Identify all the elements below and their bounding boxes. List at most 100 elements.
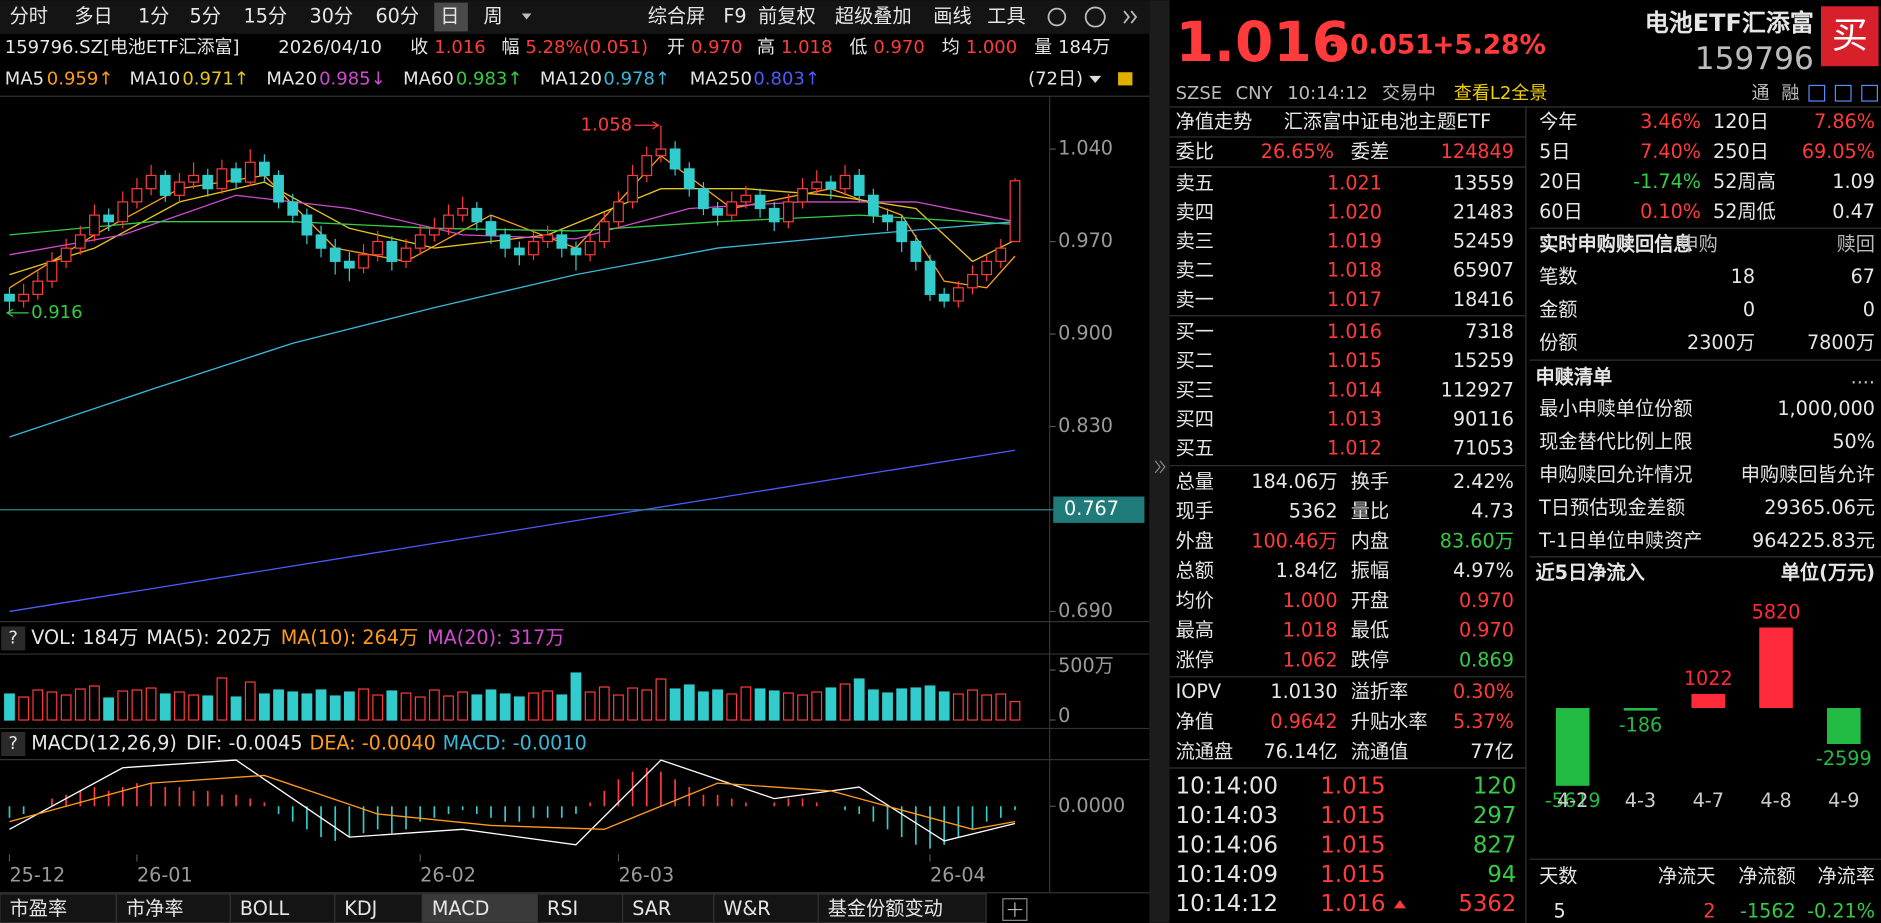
volume-bar	[712, 689, 723, 721]
candle-body	[443, 214, 454, 229]
tool-button[interactable]: 画线	[933, 5, 971, 28]
header-icon[interactable]	[1861, 84, 1879, 102]
change-pct: +5.28%	[1432, 30, 1546, 60]
tool-button[interactable]: 前复权	[758, 5, 816, 28]
indicator-tab[interactable]: W&R	[723, 897, 770, 920]
period-tab[interactable]: 周	[483, 5, 502, 28]
value: 2.42%	[1453, 470, 1514, 493]
indicator-tab[interactable]: 市净率	[126, 897, 184, 920]
l2-link[interactable]: 查看L2全景	[1454, 83, 1547, 104]
label: T-1日单位申赎资产	[1538, 529, 1702, 552]
more-icon[interactable]	[1123, 10, 1130, 24]
tab-bg	[713, 893, 819, 923]
more-icon[interactable]	[1130, 10, 1138, 24]
period-tab[interactable]: 30分	[310, 5, 354, 28]
x-tick-label: 4-7	[1693, 789, 1724, 812]
period-tab[interactable]: 5分	[190, 5, 221, 28]
macd-header: MACD(12,26,9)	[31, 732, 177, 755]
ma-value: 0.983↑	[456, 68, 523, 89]
quote-value: 1.018	[781, 37, 833, 58]
help-icon[interactable]: ?	[8, 733, 18, 754]
candle-body	[428, 227, 440, 236]
period-tab[interactable]: 60分	[375, 5, 419, 28]
period-label[interactable]: (72日)	[1028, 68, 1083, 89]
volume-bar	[556, 694, 568, 721]
period-tab[interactable]: 分时	[10, 5, 48, 28]
label: 总量	[1176, 470, 1214, 493]
quote-value: 0.970	[873, 37, 925, 58]
help-icon[interactable]: ?	[8, 627, 18, 648]
help-icon[interactable]	[1084, 6, 1106, 28]
indicator-tab[interactable]: RSI	[547, 897, 578, 920]
annotation-arrow	[5, 308, 29, 317]
tool-button[interactable]: 超级叠加	[835, 5, 912, 28]
volume-bar	[995, 693, 1007, 721]
summary-value: 5	[1554, 899, 1566, 922]
buy-button[interactable]	[1821, 6, 1879, 67]
ma-value: 0.985↓	[319, 68, 386, 89]
indicator-tab[interactable]: KDJ	[344, 897, 377, 920]
tab-bg	[229, 893, 336, 923]
fund-code: 159796	[1695, 41, 1814, 77]
flow-bar	[1555, 708, 1590, 786]
level-label: 买四	[1176, 407, 1214, 430]
tool-button[interactable]: F9	[723, 5, 746, 28]
tool-button[interactable]: 综合屏	[648, 5, 706, 28]
ma-name: MA10	[130, 68, 181, 89]
period-tab[interactable]: 多日	[74, 5, 112, 28]
dropdown-icon[interactable]	[1089, 75, 1102, 84]
quote-label: 开	[667, 37, 685, 58]
indicator-tab[interactable]: 市盈率	[10, 897, 68, 920]
indicator-tab[interactable]: MACD	[432, 897, 490, 920]
flow-value-label: 5820	[1752, 601, 1801, 624]
volume-bar	[358, 688, 369, 721]
candle-body	[103, 214, 115, 223]
dropdown-icon[interactable]	[521, 13, 532, 20]
settings-icon[interactable]	[1047, 7, 1067, 27]
buy-label[interactable]: 买	[1832, 15, 1868, 56]
tool-button[interactable]: 工具	[987, 5, 1025, 28]
header-icon[interactable]	[1808, 84, 1826, 102]
add-tab[interactable]	[1002, 898, 1028, 921]
more[interactable]: ....	[1851, 366, 1875, 389]
indicator-tab[interactable]: BOLL	[240, 897, 290, 920]
candle-body	[358, 254, 369, 269]
indicator-tab[interactable]: 基金份额变动	[828, 897, 943, 920]
level-price: 1.014	[1327, 378, 1382, 401]
quote-label: 高	[757, 37, 775, 58]
lock-icon[interactable]	[1118, 72, 1133, 86]
level-volume: 90116	[1453, 407, 1514, 430]
value: 0	[1743, 298, 1755, 321]
period-tab[interactable]: 日	[440, 5, 459, 28]
value: 4.97%	[1453, 559, 1514, 582]
value: 69.05%	[1802, 140, 1875, 163]
period-tab[interactable]: 15分	[244, 5, 288, 28]
volume-bar	[981, 694, 993, 721]
uptick-icon	[1393, 899, 1406, 909]
value: 0	[1863, 298, 1875, 321]
volume-bar	[188, 694, 199, 721]
ma-name: MA5	[5, 68, 44, 89]
level-price: 1.013	[1327, 407, 1382, 430]
volume-bar	[457, 691, 469, 721]
volume-bar	[698, 691, 709, 721]
macd-header: MACD: -0.0010	[443, 732, 587, 755]
flow-bar	[1691, 693, 1726, 709]
summary-value: -0.21%	[1807, 899, 1875, 922]
candle-body	[952, 287, 964, 302]
label: 笔数	[1539, 265, 1577, 288]
label: 升贴水率	[1351, 710, 1428, 733]
volume-header: VOL: 184万	[31, 626, 138, 649]
level-volume: 18416	[1453, 288, 1514, 311]
value: 3.46%	[1640, 110, 1701, 133]
header-icon[interactable]	[1834, 84, 1852, 102]
candle-body	[372, 240, 384, 256]
period-tab[interactable]: 1分	[138, 5, 169, 28]
level-volume: 21483	[1453, 200, 1514, 223]
indicator-tab[interactable]: SAR	[632, 897, 671, 920]
level-price: 1.015	[1327, 349, 1382, 372]
x-tick-label: 26-04	[930, 863, 986, 886]
trade-volume: 94	[1487, 862, 1516, 888]
candle-body	[797, 188, 808, 203]
volume-bar	[952, 693, 964, 721]
